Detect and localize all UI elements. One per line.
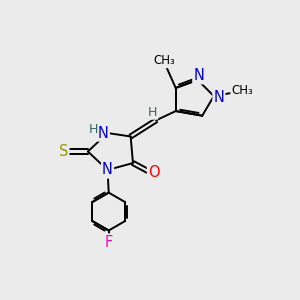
Text: N: N bbox=[194, 68, 204, 83]
Text: N: N bbox=[102, 163, 113, 178]
Text: O: O bbox=[148, 165, 160, 180]
Text: S: S bbox=[59, 144, 68, 159]
Text: H: H bbox=[148, 106, 157, 119]
Text: CH₃: CH₃ bbox=[153, 54, 175, 67]
Text: N: N bbox=[214, 90, 224, 105]
Text: CH₃: CH₃ bbox=[231, 84, 253, 97]
Text: F: F bbox=[105, 235, 113, 250]
Text: H: H bbox=[88, 123, 98, 136]
Text: N: N bbox=[98, 125, 109, 140]
